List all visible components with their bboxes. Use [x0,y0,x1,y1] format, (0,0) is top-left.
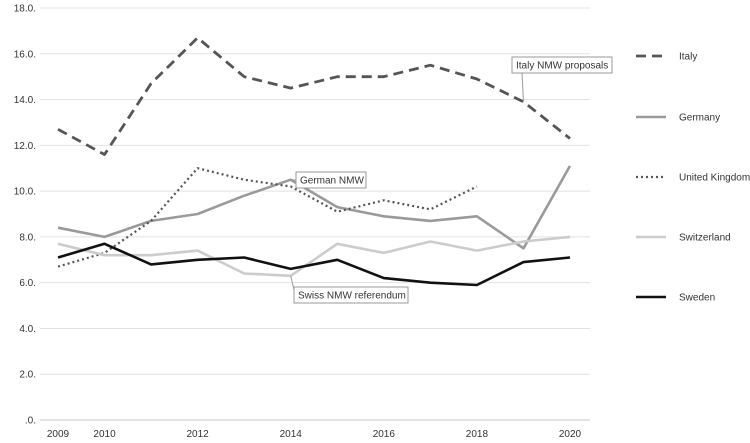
annotation-label: Italy NMW proposals [516,61,608,72]
y-axis-tick-labels: .0. 2.0. 4.0. 6.0. 8.0. 10.0. 12.0. 14.0. 16.0. 1… [14,4,36,427]
x-tick-label: 2016 [373,429,396,440]
y-tick-label: .0. [25,416,36,427]
y-tick-label: 14.0. [14,95,36,106]
y-tick-label: 8.0. [19,232,36,243]
legend-label: Sweden [679,293,715,304]
x-tick-label: 2018 [466,429,489,440]
series-line-united-kingdom [57,167,478,268]
x-tick-label: 2020 [559,429,582,440]
annotation-box [295,171,367,189]
legend-label: Germany [679,113,720,124]
y-tick-label: 12.0. [14,141,36,152]
series-line-switzerland [57,235,571,278]
annotations: Italy NMW proposals German NMW Swiss NMW r… [290,56,613,304]
legend-label: Switzerland [679,233,731,244]
annotation-label: German NMW [300,176,364,187]
x-tick-label: 2009 [47,429,70,440]
series-line-germany [57,165,572,250]
x-tick-label: 2014 [280,429,303,440]
x-axis-tick-labels: 2009 2010 2012 2014 2016 2018 2020 [47,429,582,440]
legend-label: Italy [679,52,697,63]
x-tick-label: 2012 [187,429,210,440]
y-tick-label: 2.0. [19,370,36,381]
annotation-leader [521,72,524,102]
y-tick-label: 18.0. [14,4,36,15]
annotation-leader [290,275,295,291]
y-tick-label: 10.0. [14,187,36,198]
y-tick-label: 16.0. [14,49,36,60]
x-tick-label: 2010 [93,429,116,440]
legend-label: United Kingdom [679,173,750,184]
annotation-box [511,56,613,74]
y-tick-label: 4.0. [19,324,36,335]
series-lines [57,36,572,287]
y-tick-label: 6.0. [19,278,36,289]
legend: Italy Germany United Kingdom Switzerland Swe… [636,52,750,304]
series-line-italy [57,36,571,156]
annotation-label: Swiss NMW referendum [298,291,406,302]
gridlines [40,7,590,421]
annotation-box [293,286,409,304]
series-line-sweden [57,242,571,287]
